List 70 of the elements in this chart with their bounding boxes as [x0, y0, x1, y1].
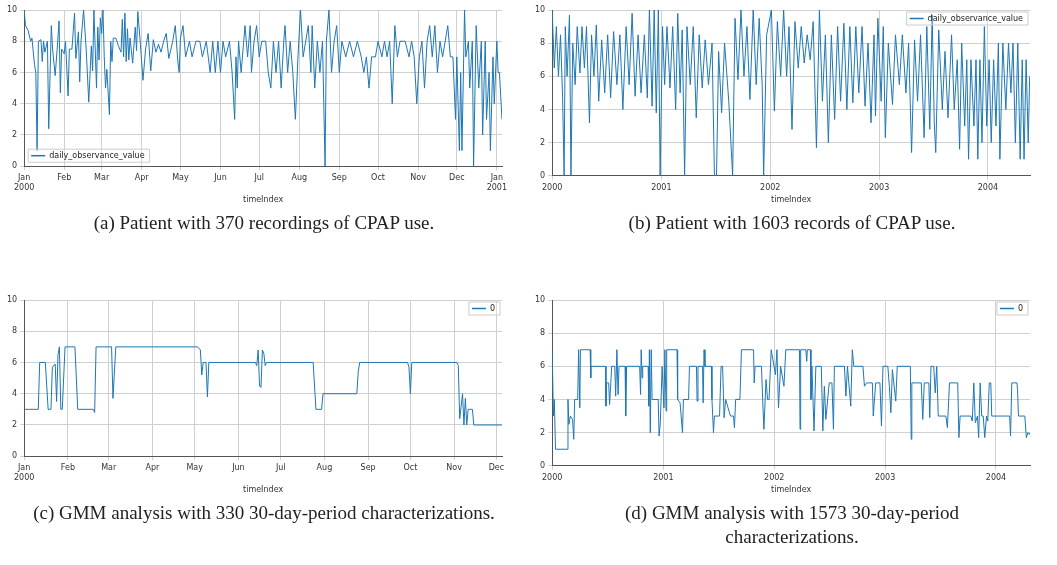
x-tick-label: Mar — [101, 463, 118, 473]
x-tick-label: Aug — [291, 173, 308, 183]
x-tick-label: Jan 2000 — [14, 173, 35, 192]
x-tick-label: Nov — [410, 173, 427, 183]
x-tick-label: May — [186, 463, 204, 473]
x-tick-label: 2004 — [985, 472, 1007, 482]
x-tick-label: Apr — [145, 463, 161, 473]
y-tick-label: 4 — [12, 98, 18, 108]
y-tick-label: 2 — [540, 427, 546, 437]
y-tick-label: 6 — [540, 71, 546, 81]
x-tick-label: May — [172, 173, 189, 183]
x-tick-label: Jul — [274, 463, 286, 473]
x-tick-label: Oct — [403, 463, 418, 473]
y-tick-label: 10 — [6, 5, 18, 15]
y-tick-label: 8 — [12, 36, 18, 46]
text: (d) GMM analysis with 1573 30-day-period characterizations. — [624, 501, 960, 549]
x-axis-title: timeIndex — [771, 485, 812, 495]
y-tick-label: 6 — [540, 361, 546, 371]
y-tick-label: 0 — [12, 451, 18, 461]
x-tick-label: Feb — [57, 173, 72, 183]
y-tick-label: 4 — [540, 394, 546, 404]
x-tick-label: 2000 — [542, 472, 563, 482]
x-tick-label: 2002 — [764, 472, 785, 482]
x-tick-label: Jul — [253, 173, 265, 183]
x-tick-label: 2003 — [874, 472, 896, 482]
x-tick-label: Jan 2001 — [486, 173, 508, 192]
x-tick-label: Dec — [488, 463, 505, 473]
x-axis-title: timeIndex — [771, 195, 812, 205]
y-tick-label: 0 — [540, 170, 546, 180]
x-tick-label: 2001 — [653, 472, 674, 482]
y-tick-label: 2 — [12, 130, 18, 140]
x-tick-label: Apr — [134, 173, 150, 183]
x-axis-title: timeIndex — [243, 485, 284, 495]
text: (a) Patient with 370 recordings of CPAP use. — [92, 211, 436, 235]
legend-label: 0 — [1017, 303, 1023, 313]
x-tick-label: Nov — [446, 463, 463, 473]
x-tick-label: Dec — [449, 173, 465, 183]
text: (c) GMM analysis with 330 30-day-period characterizations. — [32, 501, 496, 525]
y-tick-label: 10 — [6, 295, 18, 305]
x-tick-label: 2004 — [977, 182, 999, 192]
x-tick-label: Jun — [213, 173, 227, 183]
y-tick-label: 10 — [534, 5, 546, 15]
y-tick-label: 2 — [540, 137, 546, 147]
x-tick-label: 2003 — [868, 182, 890, 192]
x-tick-label: 2002 — [760, 182, 781, 192]
y-tick-label: 8 — [12, 326, 18, 336]
y-tick-label: 0 — [12, 161, 18, 171]
y-tick-label: 8 — [540, 38, 546, 48]
x-tick-label: Jun — [231, 463, 245, 473]
y-tick-label: 6 — [12, 67, 18, 77]
y-tick-label: 2 — [12, 420, 18, 430]
y-tick-label: 6 — [12, 357, 18, 367]
y-tick-label: 4 — [12, 388, 18, 398]
x-tick-label: 2001 — [651, 182, 672, 192]
text: (b) Patient with 1603 records of CPAP use. — [627, 211, 957, 235]
y-tick-label: 4 — [540, 104, 546, 114]
legend-label: 0 — [489, 303, 495, 313]
x-tick-label: Jan 2000 — [14, 463, 35, 482]
x-tick-label: Sep — [331, 173, 347, 183]
y-tick-label: 10 — [534, 295, 546, 305]
x-tick-label: Sep — [360, 463, 376, 473]
x-tick-label: Mar — [94, 173, 110, 183]
legend-label: daily_observance_value — [49, 150, 145, 160]
x-tick-label: Feb — [60, 463, 75, 473]
x-tick-label: Aug — [316, 463, 333, 473]
y-tick-label: 8 — [540, 328, 546, 338]
y-tick-label: 0 — [540, 460, 546, 470]
x-axis-title: timeIndex — [243, 195, 284, 205]
x-tick-label: Oct — [371, 173, 385, 183]
x-tick-label: 2000 — [542, 182, 563, 192]
